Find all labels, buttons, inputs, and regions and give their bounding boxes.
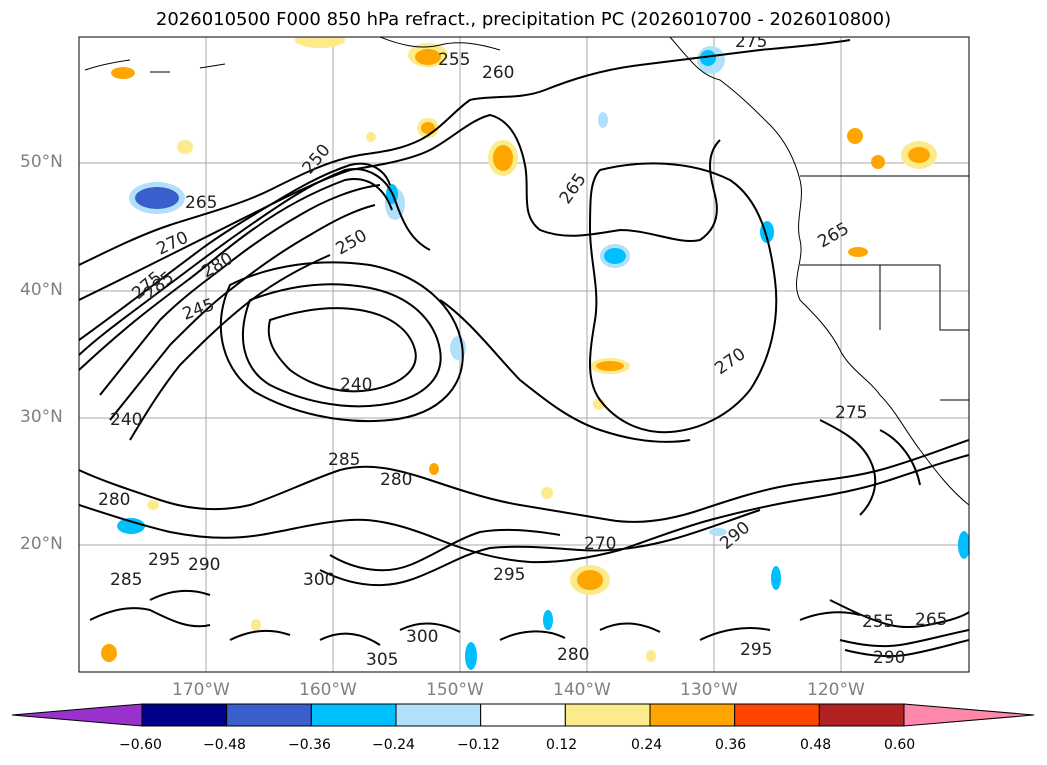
lat-label: 50°N xyxy=(20,152,63,172)
contour-label: 265 xyxy=(185,193,217,213)
colorbar-segment xyxy=(310,703,397,727)
coastlines xyxy=(84,37,969,506)
lon-label: 120°W xyxy=(807,680,865,700)
colorbar-tick-label: 0.12 xyxy=(546,737,578,753)
colorbar-segment xyxy=(564,703,651,727)
contour-label: 290 xyxy=(188,555,220,575)
colorbar-tick-label: 0.36 xyxy=(715,737,747,753)
lon-label: 140°W xyxy=(553,680,611,700)
contour-label: 255 xyxy=(438,50,470,70)
colorbar-tick-label: −0.12 xyxy=(457,737,500,753)
colorbar-tick-label: 0.48 xyxy=(800,737,832,753)
contour-label: 240 xyxy=(340,375,372,395)
contour-label: 275 xyxy=(835,403,867,423)
lon-label: 150°W xyxy=(426,680,484,700)
contour-label: 270 xyxy=(584,534,616,554)
colorbar-segment xyxy=(734,703,820,727)
colorbar-tick-label: −0.48 xyxy=(203,737,246,753)
lat-label: 40°N xyxy=(20,280,63,300)
contour-label: 240 xyxy=(110,410,142,430)
map-title: 2026010500 F000 850 hPa refract., precip… xyxy=(155,9,892,30)
colorbar-segment xyxy=(649,703,736,727)
contour-label: 295 xyxy=(740,640,772,660)
colorbar-tick-label: 0.24 xyxy=(631,737,663,753)
colorbar xyxy=(11,703,1035,727)
contour-label: 265 xyxy=(915,610,947,630)
precip-patches xyxy=(101,37,969,670)
contour-label: 280 xyxy=(98,490,130,510)
contour-label: 275 xyxy=(735,32,767,52)
contour-label: 255 xyxy=(862,612,894,632)
contour-label: 300 xyxy=(406,627,438,647)
contour-label: 290 xyxy=(873,648,905,668)
colorbar-segment xyxy=(226,703,312,727)
colorbar-tick-label: −0.24 xyxy=(372,737,415,753)
colorbar-segment xyxy=(395,703,482,727)
colorbar-segment xyxy=(141,703,228,727)
contour-label: 300 xyxy=(303,570,335,590)
lat-label: 30°N xyxy=(20,407,63,427)
contour-label: 295 xyxy=(493,565,525,585)
lon-label: 170°W xyxy=(172,680,230,700)
contour-lines xyxy=(79,39,969,658)
colorbar-segment xyxy=(480,703,566,727)
colorbar-tick-label: 0.60 xyxy=(884,737,916,753)
contour-label: 260 xyxy=(482,63,514,83)
lon-label: 130°W xyxy=(680,680,738,700)
contour-label: 295 xyxy=(148,550,180,570)
contour-label: 285 xyxy=(328,450,360,470)
colorbar-extend-high xyxy=(903,703,1035,727)
lat-label: 20°N xyxy=(20,534,63,554)
contour-label: 285 xyxy=(110,570,142,590)
colorbar-extend-low xyxy=(11,703,143,727)
colorbar-tick-label: −0.36 xyxy=(288,737,331,753)
lon-label: 160°W xyxy=(299,680,357,700)
contour-label: 305 xyxy=(366,650,398,670)
colorbar-tick-label: −0.60 xyxy=(119,737,162,753)
colorbar-segment xyxy=(818,703,905,727)
contour-label: 280 xyxy=(380,470,412,490)
contour-label: 280 xyxy=(557,645,589,665)
